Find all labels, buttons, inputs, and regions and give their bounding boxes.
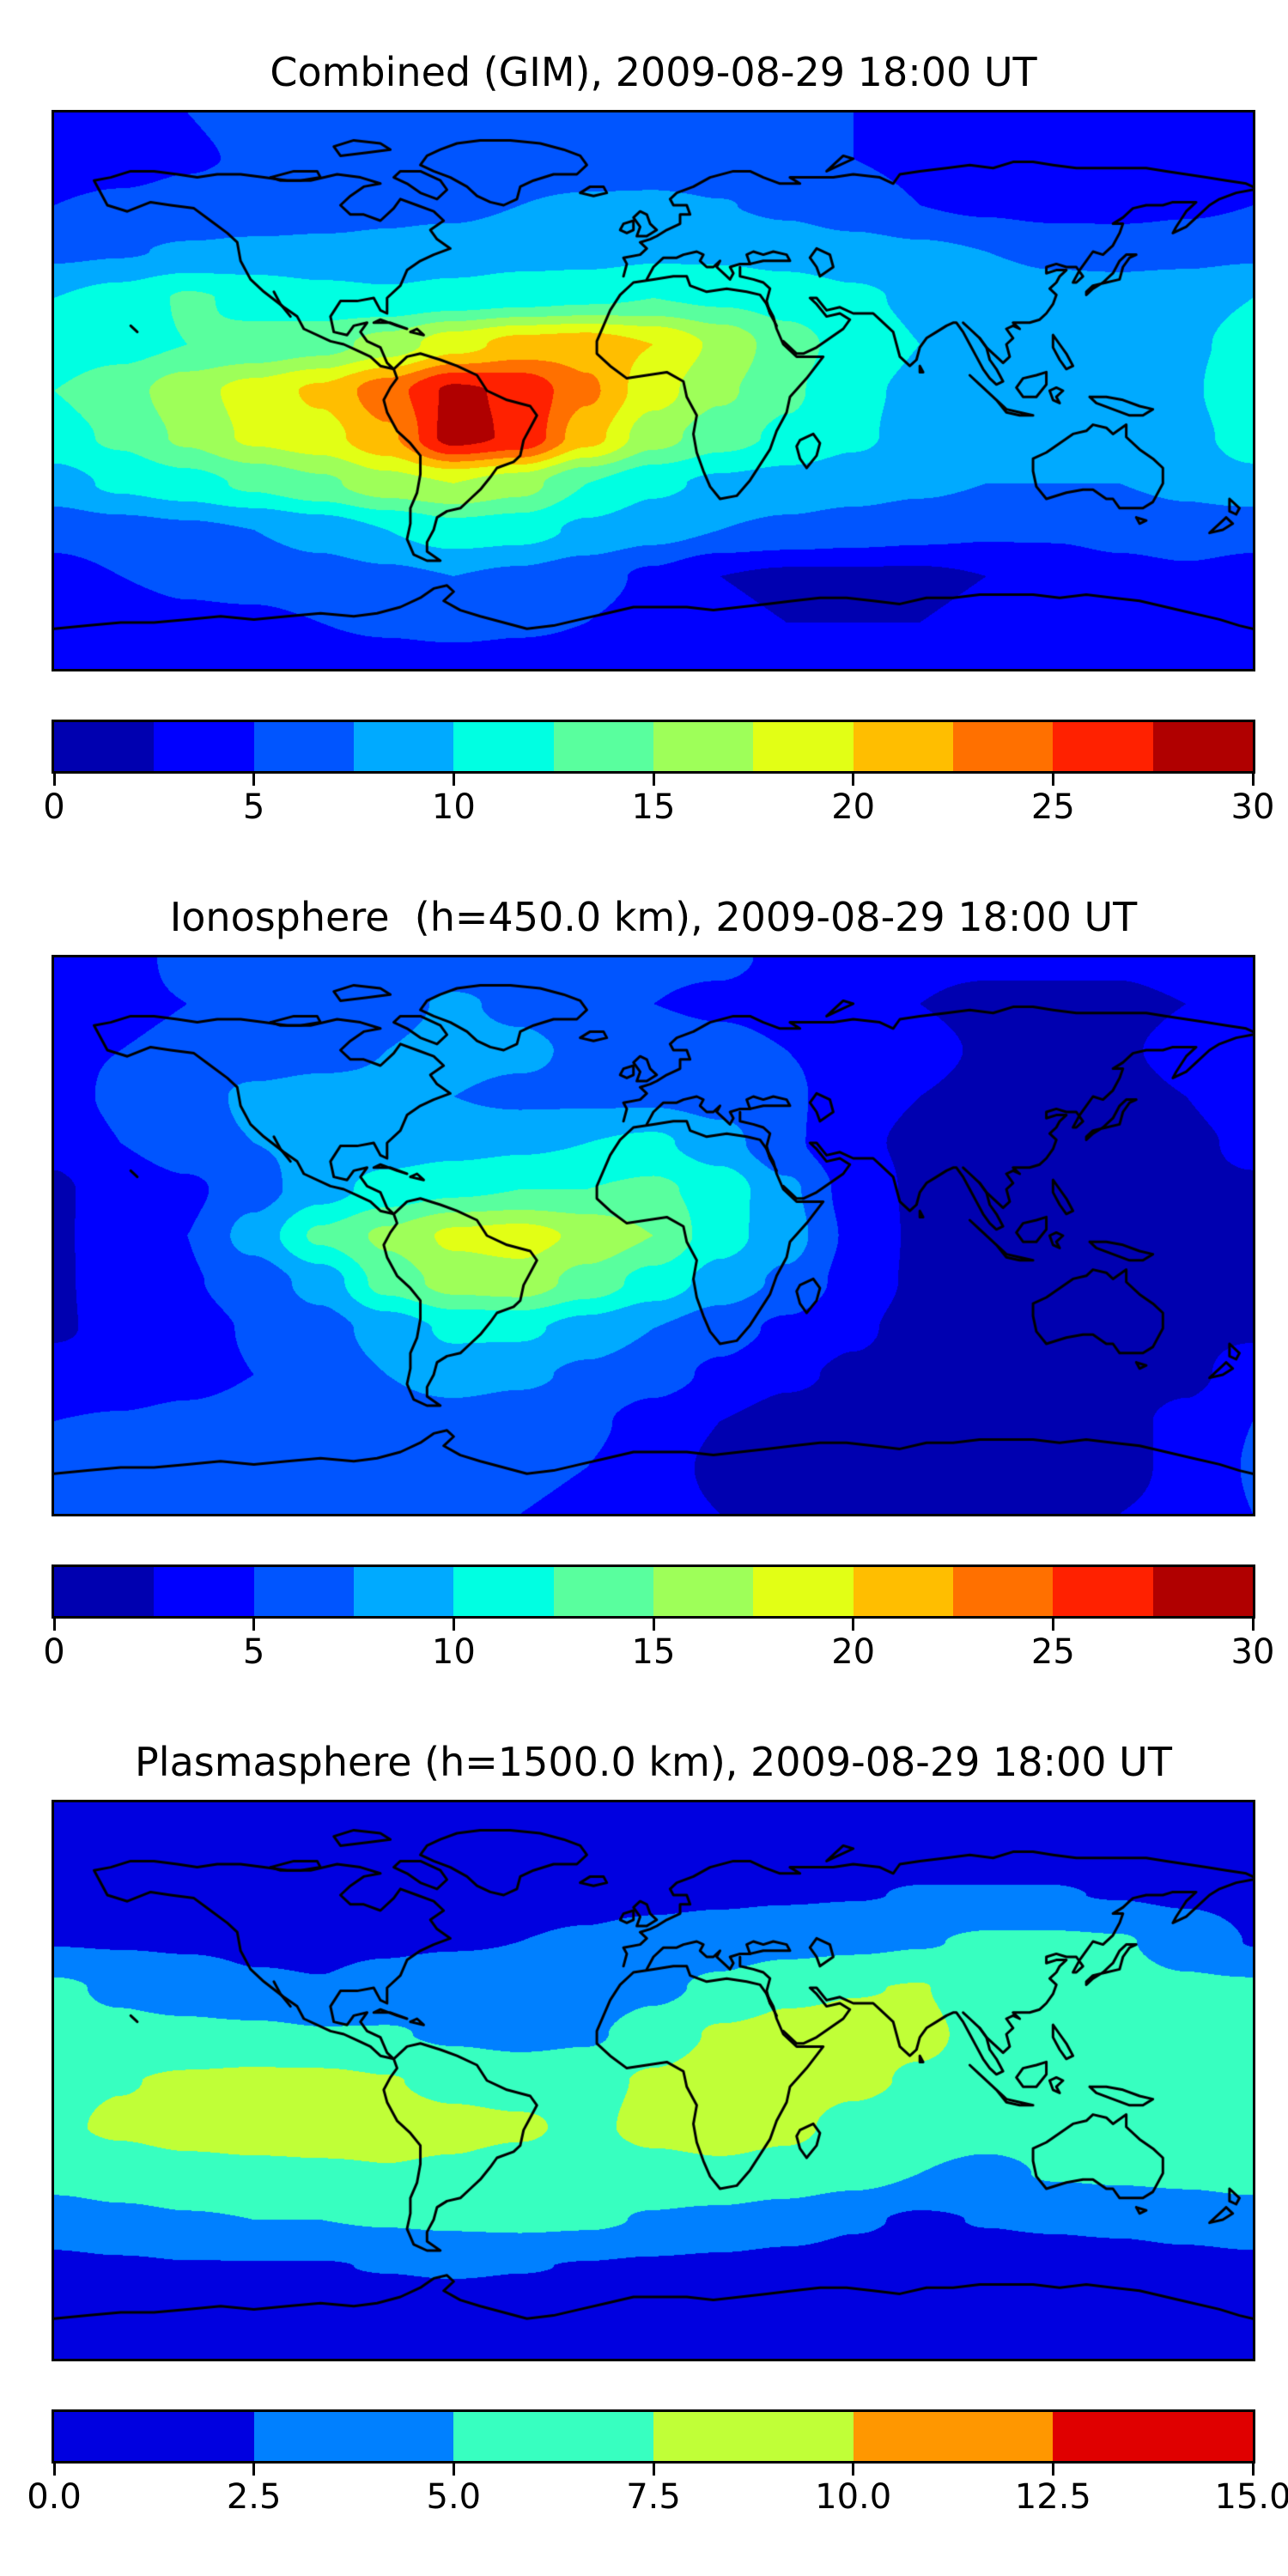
colorbar-segment bbox=[154, 722, 254, 771]
page-title: Plasmasphere (h=1500.0 km), 2009-08-29 1… bbox=[135, 1739, 1172, 1785]
colorbar-tick-mark bbox=[852, 1619, 855, 1631]
colorbar-tick-mark bbox=[1251, 1619, 1255, 1631]
colorbar bbox=[52, 2409, 1255, 2464]
colorbar-segment bbox=[1152, 1567, 1253, 1616]
colorbar-tick-mark bbox=[252, 2464, 256, 2476]
colorbar-segment bbox=[853, 2412, 1054, 2461]
colorbar-tick-mark bbox=[652, 1619, 655, 1631]
colorbar-tick-label: 2.5 bbox=[226, 2477, 282, 2517]
colorbar-tick-label: 10 bbox=[431, 787, 476, 827]
colorbar-tick-label: 0 bbox=[43, 787, 65, 827]
colorbar-segment bbox=[952, 1567, 1054, 1616]
colorbar-tick-mark bbox=[652, 774, 655, 786]
colorbar-axis: 0.0 2.5 5.0 7.5 10.0 12.5 15.0 bbox=[27, 2464, 1288, 2528]
colorbar-segment bbox=[253, 2412, 454, 2461]
colorbar-segment bbox=[253, 722, 354, 771]
colorbar-segment bbox=[753, 1567, 854, 1616]
colorbar-tick-label: 30 bbox=[1230, 1632, 1275, 1672]
colorbar-axis: 0 5 10 15 20 25 30 bbox=[43, 774, 1274, 838]
colorbar-segment bbox=[453, 722, 554, 771]
colorbar-tick-label: 25 bbox=[1030, 1632, 1075, 1672]
colorbar-segment bbox=[653, 2412, 854, 2461]
colorbar-segment bbox=[453, 1567, 554, 1616]
world-contour-map bbox=[52, 110, 1255, 671]
colorbar-tick-mark bbox=[1051, 2464, 1054, 2476]
colorbar-tick-mark bbox=[452, 1619, 455, 1631]
contour-map-canvas bbox=[54, 1802, 1253, 2359]
colorbar-tick-label: 10.0 bbox=[815, 2477, 892, 2517]
colorbar-tick-mark bbox=[252, 1619, 256, 1631]
colorbar-tick-label: 15.0 bbox=[1214, 2477, 1288, 2517]
colorbar-tick-mark bbox=[1251, 2464, 1255, 2476]
colorbar-segment bbox=[553, 722, 653, 771]
colorbar-tick-mark bbox=[852, 774, 855, 786]
colorbar-tick-label: 7.5 bbox=[626, 2477, 681, 2517]
colorbar-tick-mark bbox=[452, 774, 455, 786]
colorbar-tick-mark bbox=[1251, 774, 1255, 786]
colorbar-segment bbox=[853, 1567, 953, 1616]
colorbar-segment bbox=[353, 1567, 454, 1616]
colorbar-segment bbox=[952, 722, 1054, 771]
colorbar-tick-mark bbox=[852, 2464, 855, 2476]
colorbar-tick-mark bbox=[52, 1619, 56, 1631]
page-title: Combined (GIM), 2009-08-29 18:00 UT bbox=[270, 49, 1037, 95]
colorbar-segment bbox=[653, 1567, 754, 1616]
colorbar-segment bbox=[453, 2412, 654, 2461]
colorbar-tick-label: 0.0 bbox=[27, 2477, 82, 2517]
colorbar-segment bbox=[553, 1567, 653, 1616]
colorbar-segment bbox=[753, 722, 854, 771]
colorbar-segment bbox=[353, 722, 454, 771]
colorbar-tick-label: 25 bbox=[1030, 787, 1075, 827]
colorbar-tick-mark bbox=[1051, 1619, 1054, 1631]
colorbar bbox=[52, 720, 1255, 774]
colorbar-segment bbox=[1053, 722, 1153, 771]
colorbar-tick-mark bbox=[652, 2464, 655, 2476]
colorbar-tick-label: 15 bbox=[631, 1632, 676, 1672]
colorbar-axis: 0 5 10 15 20 25 30 bbox=[43, 1619, 1274, 1683]
colorbar-segment bbox=[1152, 722, 1253, 771]
colorbar-segment bbox=[653, 722, 754, 771]
colorbar-tick-label: 12.5 bbox=[1014, 2477, 1091, 2517]
colorbar-segment bbox=[853, 722, 953, 771]
colorbar-tick-mark bbox=[1051, 774, 1054, 786]
colorbar-segment bbox=[54, 722, 155, 771]
colorbar-tick-label: 20 bbox=[831, 1632, 876, 1672]
colorbar-tick-mark bbox=[252, 774, 256, 786]
colorbar-segment bbox=[1053, 2412, 1254, 2461]
colorbar-tick-label: 10 bbox=[431, 1632, 476, 1672]
page-title: Ionosphere (h=450.0 km), 2009-08-29 18:0… bbox=[169, 894, 1138, 940]
colorbar-tick-mark bbox=[52, 774, 56, 786]
colorbar-tick-label: 5 bbox=[242, 1632, 265, 1672]
colorbar bbox=[52, 1564, 1255, 1619]
colorbar-tick-label: 5 bbox=[242, 787, 265, 827]
colorbar-segment bbox=[154, 1567, 254, 1616]
colorbar-tick-label: 20 bbox=[831, 787, 876, 827]
colorbar-tick-label: 15 bbox=[631, 787, 676, 827]
contour-map-canvas bbox=[54, 112, 1253, 669]
colorbar-tick-label: 0 bbox=[43, 1632, 65, 1672]
colorbar-segment bbox=[253, 1567, 354, 1616]
colorbar-tick-mark bbox=[452, 2464, 455, 2476]
colorbar-segment bbox=[54, 2412, 254, 2461]
colorbar-segment bbox=[1053, 1567, 1153, 1616]
world-contour-map bbox=[52, 955, 1255, 1516]
colorbar-tick-mark bbox=[52, 2464, 56, 2476]
world-contour-map bbox=[52, 1800, 1255, 2361]
contour-map-canvas bbox=[54, 957, 1253, 1514]
colorbar-tick-label: 5.0 bbox=[426, 2477, 482, 2517]
colorbar-tick-label: 30 bbox=[1230, 787, 1275, 827]
colorbar-segment bbox=[54, 1567, 155, 1616]
